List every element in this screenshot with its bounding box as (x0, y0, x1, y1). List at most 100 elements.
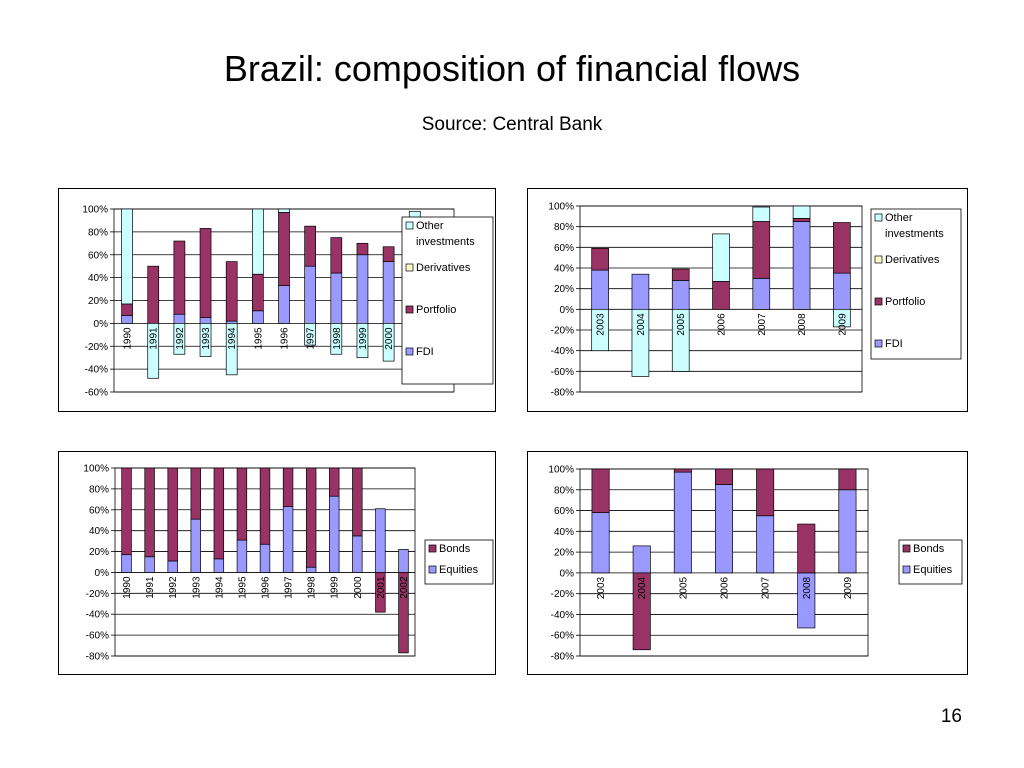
x-tick-label: 1990 (122, 576, 133, 599)
bar-bonds-2002 (398, 572, 409, 654)
legend-label-other: Other (885, 212, 913, 224)
bar-bonds-1999 (329, 467, 340, 497)
bar-fdi-1997 (304, 265, 316, 324)
y-tick-label: 40% (88, 273, 108, 284)
bar-other-1995 (252, 208, 264, 275)
x-tick-label: 1994 (214, 576, 225, 599)
legend-swatch-bonds (428, 544, 437, 553)
bar-fdi-1992 (173, 313, 186, 324)
y-tick-label: 20% (554, 284, 574, 295)
legend-label-other: investments (885, 228, 944, 240)
bar-fdi-2000 (382, 261, 395, 324)
bar-other-1990 (121, 208, 133, 305)
bar-other-2005 (671, 308, 690, 372)
x-tick-label: 2009 (837, 313, 848, 336)
bar-equities-1991 (144, 556, 155, 573)
bar-equities-2002 (398, 549, 409, 573)
y-tick-label: -20% (85, 342, 108, 353)
x-tick-label: 1997 (284, 576, 295, 599)
chart-flows-2003-2009: 100% 80% 60% 40% 20% 0% -20% -40% -60% -80% 2003 20… (548, 202, 962, 399)
bar-bonds-2009 (838, 468, 857, 491)
bar-fdi-2007 (752, 277, 771, 310)
y-tick-label: 60% (554, 243, 574, 254)
bar-equities-1996 (259, 543, 271, 573)
y-tick-label: -60% (85, 388, 108, 399)
y-tick-label: 60% (89, 505, 109, 516)
y-tick-label: -40% (85, 365, 108, 376)
chart-portfolio-1990-2002: 100% 80% 60% 40% 20% 0% -20% -40% -60% -80% 1990 19… (83, 464, 494, 663)
legend-label-other: investments (416, 236, 475, 248)
chart-panel-bottom-right: 100% 80% 60% 40% 20% 0% -20% -40% -60% -80% 2003 20… (527, 451, 968, 675)
bar-other-1993 (199, 323, 212, 357)
bar-fdi-1993 (199, 317, 212, 324)
bar-bonds-1990 (121, 467, 132, 556)
legend-swatch-derivatives (874, 255, 883, 264)
bar-equities-2003 (591, 512, 610, 574)
y-tick-label: 100% (548, 202, 574, 213)
bar-bonds-1996 (259, 467, 271, 545)
legend-swatch-fdi (405, 347, 414, 356)
bar-portfolio-2009 (833, 222, 851, 274)
bar-other-1991 (147, 323, 160, 379)
legend-label-equities: Equities (913, 564, 953, 576)
y-tick-label: 100% (548, 465, 574, 476)
legend-swatch-derivatives (405, 263, 414, 272)
bar-other-1994 (225, 323, 238, 376)
x-tick-label: 2008 (802, 576, 813, 599)
x-tick-label: 1995 (237, 576, 248, 599)
bar-equities-2009 (838, 489, 857, 574)
x-tick-label: 2000 (384, 327, 395, 350)
bar-bonds-2005 (673, 468, 692, 473)
bar-portfolio-1993 (199, 228, 212, 319)
bar-other-1998 (330, 323, 343, 355)
y-tick-label: 80% (554, 485, 574, 496)
x-tick-label: 2004 (636, 313, 647, 336)
y-tick-label: -20% (551, 326, 574, 337)
y-tick-label: 40% (554, 264, 574, 275)
y-tick-label: -40% (86, 610, 109, 621)
legend-label-bonds: Bonds (439, 543, 471, 555)
x-tick-label: 1990 (123, 327, 134, 350)
bar-bonds-2003 (591, 468, 610, 513)
slide-subtitle: Source: Central Bank (421, 114, 603, 135)
y-tick-label: -80% (551, 388, 574, 399)
y-tick-label: 20% (88, 296, 108, 307)
y-tick-label: -60% (86, 631, 109, 642)
bar-bonds-2008 (797, 523, 816, 574)
bar-other-2000 (382, 323, 395, 362)
legend-label-fdi: FDI (885, 338, 903, 350)
bar-other-1992 (173, 323, 186, 355)
bar-other-1997 (304, 323, 316, 346)
legend-label-portfolio: Portfolio (416, 304, 456, 316)
x-tick-label: 1998 (307, 576, 318, 599)
bar-equities-2004 (632, 545, 651, 574)
x-tick-label: 2005 (676, 313, 687, 336)
chart-flows-1990-2002: 100% 80% 60% 40% 20% 0% -20% -40% -60% 1990 1991 19… (82, 205, 494, 399)
legend-label-fdi: FDI (416, 346, 434, 358)
y-tick-label: -80% (86, 652, 109, 663)
bar-portfolio-1991 (147, 265, 160, 324)
y-tick-label: -20% (86, 589, 109, 600)
bar-equities-2006 (715, 484, 733, 574)
legend-swatch-other (874, 213, 883, 222)
x-tick-label: 2003 (596, 313, 607, 336)
y-tick-label: -40% (551, 346, 574, 357)
bar-portfolio-2007 (752, 221, 771, 279)
x-tick-label: 1996 (280, 327, 291, 350)
bar-equities-2007 (756, 515, 775, 574)
x-tick-label: 2000 (353, 576, 364, 599)
x-tick-label: 2006 (717, 313, 728, 336)
bar-portfolio-1992 (173, 240, 186, 315)
bar-portfolio-2000 (382, 246, 395, 262)
bar-portfolio-1997 (304, 225, 316, 267)
bar-other-1999 (356, 323, 369, 359)
legend (870, 208, 962, 360)
bar-equities-2001 (375, 508, 386, 573)
page-number: 16 (940, 706, 962, 727)
x-tick-label: 2003 (596, 576, 607, 599)
slide-title: Brazil: composition of financial flows (223, 48, 801, 89)
legend-label-derivatives: Derivatives (416, 262, 471, 274)
y-tick-label: -20% (551, 589, 574, 600)
x-tick-label: 2005 (678, 576, 689, 599)
bar-equities-1994 (213, 558, 225, 573)
